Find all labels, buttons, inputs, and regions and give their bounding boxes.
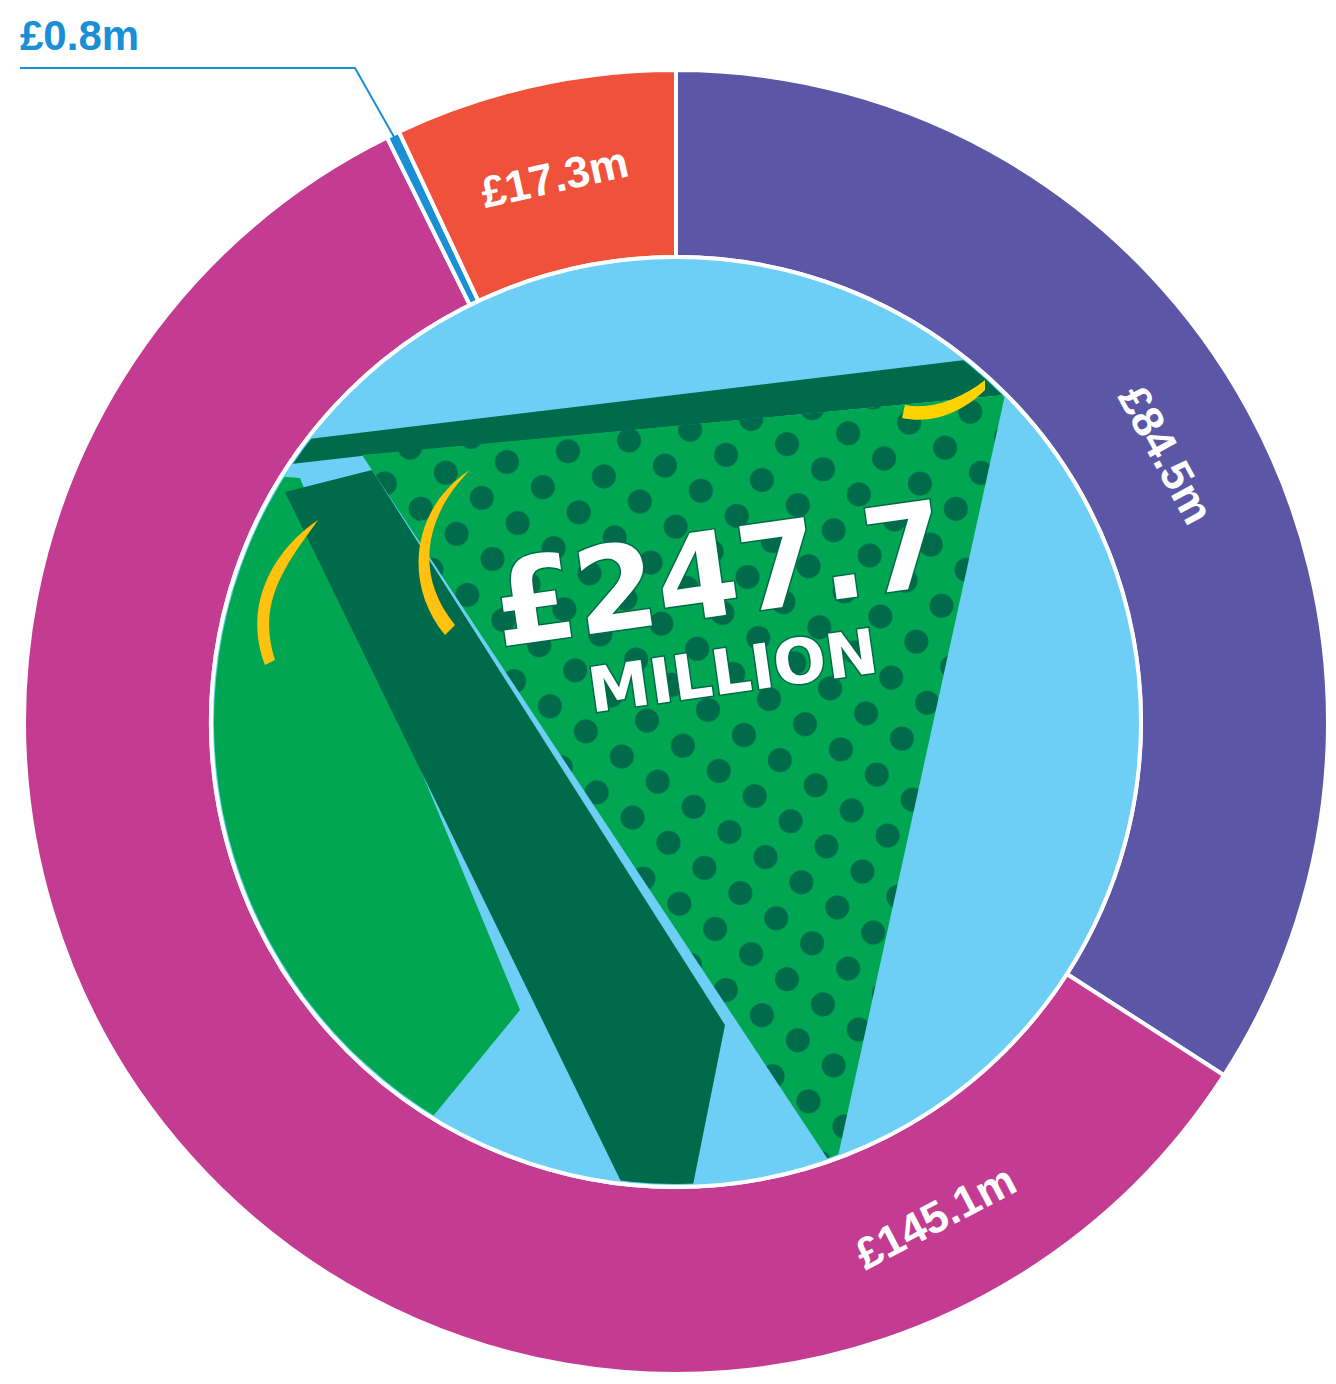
leader-line — [20, 68, 395, 138]
chart: £247.7MILLION £84.5m £145.1m £0.8m £17.3m — [0, 0, 1336, 1384]
slice-label: £17.3m — [476, 137, 632, 217]
slice — [24, 138, 1224, 1374]
pennant-main — [362, 395, 1005, 1170]
highlight — [902, 380, 985, 420]
slice-label: £84.5m — [1109, 377, 1223, 531]
slice-label: £145.1m — [847, 1155, 1024, 1279]
bunting — [200, 360, 1005, 1200]
slice-label: £0.8m — [20, 12, 139, 59]
highlight — [419, 470, 470, 635]
total-unit: MILLION — [583, 615, 882, 728]
highlight — [257, 520, 318, 665]
center-label: £247.7MILLION — [484, 474, 963, 738]
